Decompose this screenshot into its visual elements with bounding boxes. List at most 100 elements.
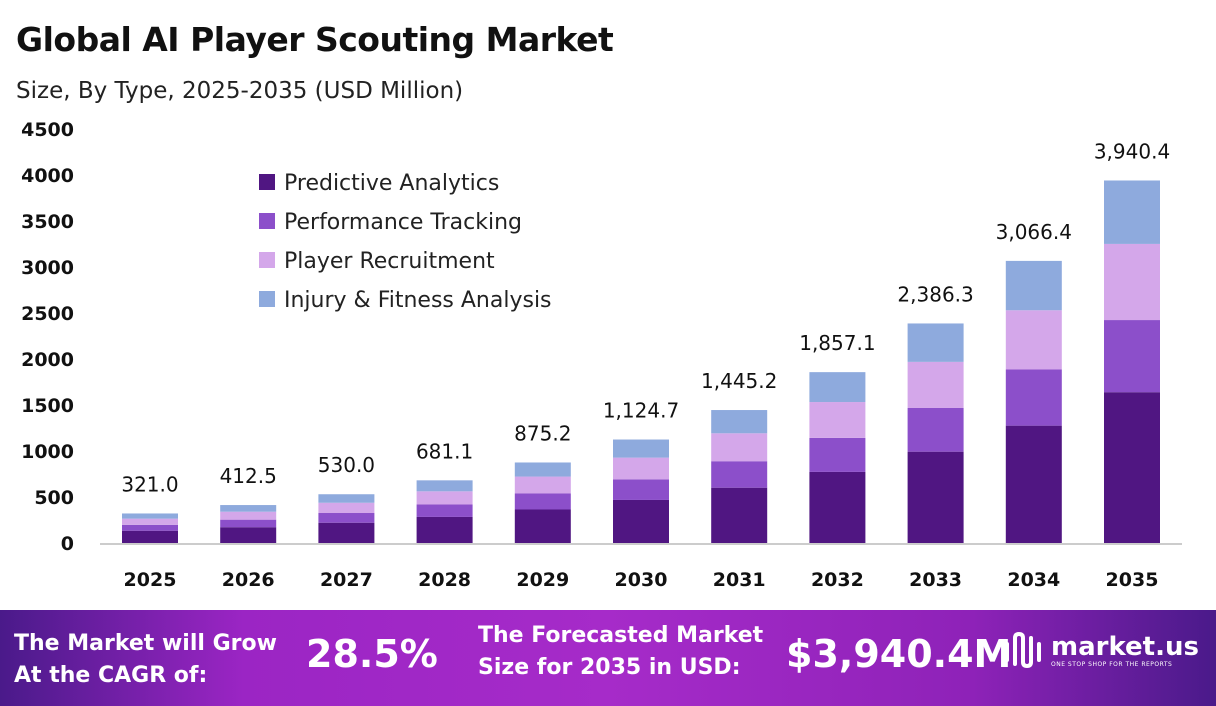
bar-segment-injury-fitness-analysis-2030 — [613, 439, 669, 458]
bar-segment-predictive-analytics-2025 — [122, 530, 178, 543]
logo-mark-icon — [1005, 631, 1041, 669]
total-label: 1,124.7 — [603, 399, 679, 423]
bar-segment-injury-fitness-analysis-2029 — [514, 462, 571, 477]
bar-segment-player-recruitment-2033 — [907, 361, 964, 408]
chart-subtitle: Size, By Type, 2025-2035 (USD Million) — [16, 78, 464, 104]
bar-segment-player-recruitment-2031 — [711, 433, 768, 462]
cagr-label-line2: At the CAGR of: — [14, 663, 208, 688]
total-label: 321.0 — [121, 472, 178, 496]
total-label: 1,445.2 — [701, 369, 777, 393]
bar-group-2033: 2,386.3 2033 — [897, 282, 973, 591]
bar-segment-injury-fitness-analysis-2031 — [711, 410, 768, 434]
cagr-value: 28.5% — [306, 632, 438, 676]
stacked-bar-chart: 0 500 1000 1500 2000 2500 3000 3500 4000 4500 321.… — [21, 119, 1182, 591]
bar-segment-player-recruitment-2025 — [122, 518, 178, 525]
bar-group-2035: 3,940.4 2035 — [1094, 139, 1170, 591]
bar-segment-predictive-analytics-2032 — [809, 471, 866, 543]
bar-group-2030: 1,124.7 2030 — [603, 399, 679, 591]
bar-segment-performance-tracking-2025 — [122, 524, 178, 531]
y-tick-label: 1500 — [21, 395, 74, 417]
x-tick-label: 2027 — [320, 569, 373, 591]
total-label: 530.0 — [318, 453, 375, 477]
x-tick-label: 2030 — [615, 569, 668, 591]
x-tick-label: 2025 — [124, 569, 177, 591]
bar-segment-performance-tracking-2027 — [318, 513, 375, 523]
bar-segment-predictive-analytics-2030 — [613, 499, 669, 543]
bar-segment-performance-tracking-2034 — [1005, 369, 1062, 426]
legend-label: Performance Tracking — [284, 210, 522, 235]
y-tick-label: 4000 — [21, 165, 74, 187]
x-tick-label: 2031 — [713, 569, 766, 591]
legend-label: Predictive Analytics — [284, 171, 499, 196]
y-tick-label: 4500 — [21, 119, 74, 141]
total-label: 2,386.3 — [897, 282, 973, 306]
bar-group-2028: 681.1 2028 — [416, 439, 473, 591]
bar-segment-predictive-analytics-2031 — [711, 487, 768, 543]
y-tick-label: 1000 — [21, 441, 74, 463]
bar-segment-performance-tracking-2030 — [613, 479, 669, 500]
bar-segment-injury-fitness-analysis-2028 — [416, 480, 473, 492]
y-tick-label: 2000 — [21, 349, 74, 371]
total-label: 1,857.1 — [799, 331, 875, 355]
total-label: 681.1 — [416, 439, 473, 463]
summary-banner: The Market will Grow At the CAGR of: 28.… — [0, 610, 1216, 706]
x-tick-label: 2029 — [516, 569, 569, 591]
bar-segment-predictive-analytics-2033 — [907, 451, 964, 543]
bar-segment-performance-tracking-2031 — [711, 461, 768, 488]
bar-segment-player-recruitment-2030 — [613, 457, 669, 480]
x-tick-label: 2035 — [1106, 569, 1159, 591]
cagr-label-line1: The Market will Grow — [14, 631, 277, 656]
bar-segment-performance-tracking-2026 — [220, 519, 277, 528]
y-tick-label: 3500 — [21, 211, 74, 233]
bar-segment-predictive-analytics-2035 — [1104, 392, 1160, 543]
bar-group-2029: 875.2 2029 — [514, 421, 571, 591]
bar-segment-predictive-analytics-2028 — [416, 516, 473, 543]
total-label: 412.5 — [220, 464, 277, 488]
bar-segment-injury-fitness-analysis-2035 — [1104, 180, 1160, 244]
logo-tagline: ONE STOP SHOP FOR THE REPORTS — [1051, 660, 1173, 668]
bar-segment-predictive-analytics-2034 — [1005, 425, 1062, 543]
bar-segment-performance-tracking-2032 — [809, 437, 866, 472]
legend-swatch — [259, 252, 275, 268]
legend-label: Injury & Fitness Analysis — [284, 288, 552, 313]
bar-segment-player-recruitment-2029 — [514, 476, 571, 494]
legend-swatch — [259, 174, 275, 190]
forecast-label: The Forecasted Market Size for 2035 in U… — [478, 620, 763, 684]
total-label: 3,940.4 — [1094, 139, 1170, 163]
bar-group-2027: 530.0 2027 — [318, 453, 375, 591]
forecast-label-line2: Size for 2035 in USD: — [478, 655, 741, 680]
bar-segment-predictive-analytics-2026 — [220, 527, 277, 543]
x-tick-label: 2026 — [222, 569, 275, 591]
bar-group-2025: 321.0 2025 — [121, 472, 178, 591]
bar-segment-injury-fitness-analysis-2027 — [318, 494, 375, 503]
bar-segment-injury-fitness-analysis-2025 — [122, 513, 178, 519]
bar-segment-injury-fitness-analysis-2032 — [809, 372, 866, 403]
y-tick-label: 3000 — [21, 257, 74, 279]
bar-segment-player-recruitment-2028 — [416, 491, 473, 505]
total-label: 875.2 — [514, 421, 571, 445]
bar-group-2032: 1,857.1 2032 — [799, 331, 875, 591]
bar-group-2026: 412.5 2026 — [220, 464, 277, 591]
legend-swatch — [259, 213, 275, 229]
bar-segment-performance-tracking-2035 — [1104, 320, 1160, 393]
cagr-label: The Market will Grow At the CAGR of: — [14, 628, 277, 692]
bar-segment-predictive-analytics-2027 — [318, 522, 375, 543]
bar-segment-performance-tracking-2029 — [514, 493, 571, 510]
forecast-label-line1: The Forecasted Market — [478, 623, 764, 648]
bar-segment-injury-fitness-analysis-2034 — [1005, 260, 1062, 311]
bar-segment-player-recruitment-2027 — [318, 502, 375, 514]
logo-name: market.us — [1051, 631, 1199, 662]
bar-segment-player-recruitment-2026 — [220, 511, 277, 520]
market-us-logo: market.us ONE STOP SHOP FOR THE REPORTS — [1003, 630, 1199, 670]
x-tick-label: 2033 — [909, 569, 962, 591]
y-tick-label: 2500 — [21, 303, 74, 325]
total-label: 3,066.4 — [996, 220, 1072, 244]
x-tick-label: 2034 — [1007, 569, 1060, 591]
x-tick-label: 2032 — [811, 569, 864, 591]
legend-swatch — [259, 291, 275, 307]
bar-group-2031: 1,445.2 2031 — [701, 369, 777, 591]
x-tick-label: 2028 — [418, 569, 471, 591]
bar-segment-injury-fitness-analysis-2026 — [220, 505, 277, 512]
forecast-value: $3,940.4M — [786, 632, 1012, 676]
bar-segment-predictive-analytics-2029 — [514, 509, 571, 543]
